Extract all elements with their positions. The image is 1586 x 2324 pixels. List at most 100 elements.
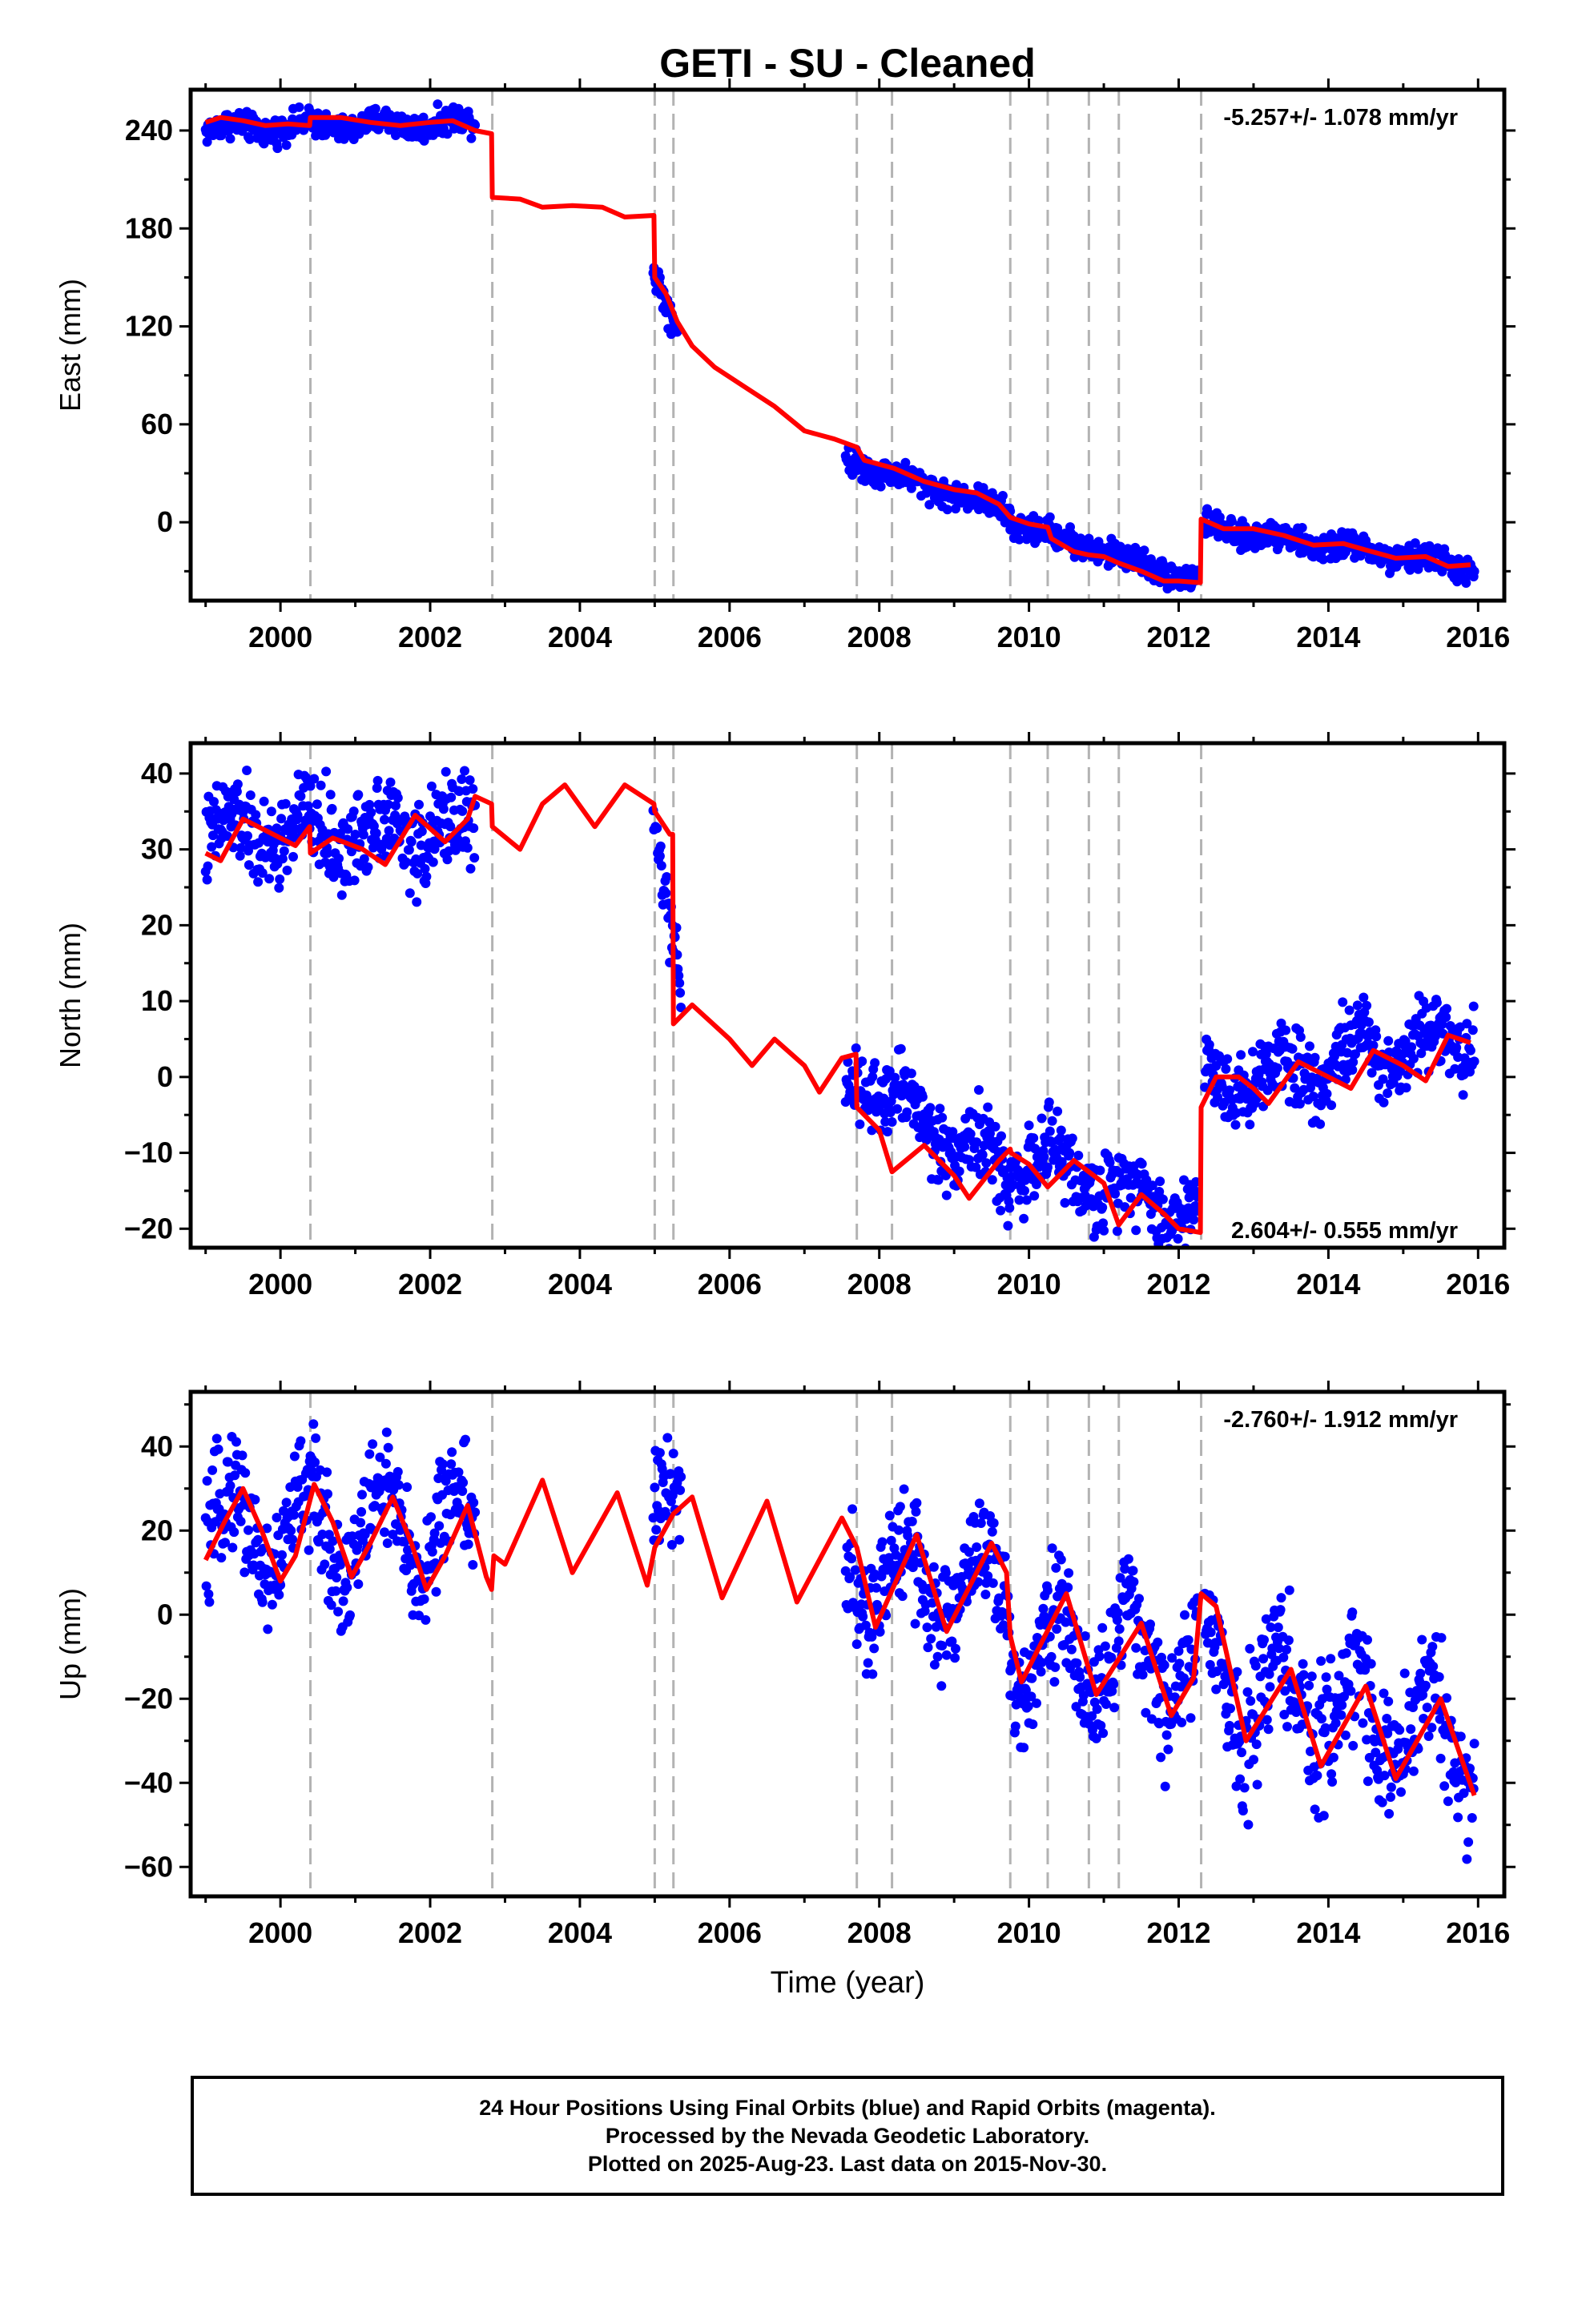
north-point	[954, 1166, 964, 1176]
up-point	[1064, 1568, 1074, 1578]
up-point	[1427, 1642, 1438, 1652]
east-point	[1318, 554, 1328, 565]
north-points	[200, 766, 1479, 1258]
north-ylabel: North (mm)	[54, 923, 87, 1068]
up-point	[867, 1669, 878, 1679]
north-point	[359, 854, 369, 864]
north-point	[1379, 1097, 1389, 1108]
north-point	[280, 798, 291, 809]
up-point	[322, 1467, 332, 1478]
up-point	[1019, 1743, 1029, 1753]
up-point	[1036, 1667, 1046, 1677]
north-point	[1338, 997, 1348, 1007]
up-point	[1263, 1724, 1274, 1735]
up-point	[203, 1589, 214, 1599]
north-point	[1029, 1191, 1040, 1201]
up-point	[414, 1610, 424, 1621]
north-point	[457, 774, 467, 784]
up-point	[463, 1539, 473, 1550]
up-point	[429, 1528, 440, 1538]
north-point	[257, 868, 268, 879]
up-point	[884, 1510, 895, 1521]
up-point	[368, 1439, 378, 1449]
north-point	[1348, 1057, 1359, 1068]
up-point	[1239, 1783, 1250, 1793]
up-point	[201, 1581, 211, 1591]
up-point	[1101, 1699, 1111, 1709]
north-point	[883, 1127, 892, 1137]
north-point	[674, 978, 685, 988]
north-point	[1159, 1248, 1169, 1258]
up-point	[253, 1534, 264, 1545]
north-point	[979, 1140, 989, 1151]
north-point	[1408, 1053, 1419, 1063]
north-point	[1021, 1195, 1032, 1205]
up-point	[1417, 1634, 1427, 1645]
up-point	[1061, 1617, 1071, 1627]
north-point	[207, 842, 217, 852]
figure-title: GETI - SU - Cleaned	[659, 41, 1036, 86]
north-point	[325, 790, 336, 800]
east-point	[1461, 578, 1471, 588]
north-xtick-label: 2010	[997, 1268, 1061, 1301]
up-point	[860, 1620, 871, 1630]
up-point	[1145, 1619, 1155, 1630]
east-point	[951, 504, 960, 514]
up-point	[1211, 1684, 1222, 1695]
north-point	[1097, 1202, 1108, 1212]
up-point	[1372, 1765, 1383, 1775]
east-point	[942, 505, 952, 515]
up-point	[1346, 1686, 1356, 1696]
north-point	[843, 1057, 853, 1068]
north-point	[1441, 1012, 1451, 1023]
north-point	[414, 799, 424, 810]
north-point	[277, 854, 288, 864]
up-point	[894, 1525, 904, 1535]
north-point	[259, 796, 269, 806]
up-point	[1306, 1747, 1315, 1756]
north-point	[1037, 1113, 1047, 1124]
up-point	[345, 1610, 355, 1620]
north-point	[1073, 1150, 1084, 1160]
up-point	[400, 1537, 410, 1547]
north-point	[1442, 1003, 1451, 1014]
up-point	[875, 1626, 885, 1637]
up-point	[1262, 1715, 1272, 1725]
north-point	[1055, 1133, 1065, 1144]
up-point	[1091, 1733, 1101, 1743]
north-point	[1378, 1074, 1388, 1084]
up-point	[1205, 1659, 1215, 1670]
up-point	[1106, 1652, 1117, 1663]
north-point	[1014, 1195, 1024, 1205]
east-xtick-label: 2008	[847, 621, 912, 653]
east-xtick-label: 2012	[1146, 621, 1210, 653]
up-point	[304, 1545, 314, 1555]
north-point	[312, 799, 322, 810]
north-point	[1053, 1106, 1063, 1116]
north-point	[412, 897, 422, 907]
up-point	[674, 1534, 685, 1545]
up-point	[1422, 1703, 1432, 1713]
up-point	[1418, 1690, 1428, 1700]
north-ticks	[179, 732, 1516, 1259]
east-point	[906, 483, 916, 493]
north-point	[1221, 1063, 1231, 1074]
north-point	[469, 823, 479, 834]
up-xtick-label: 2016	[1446, 1916, 1510, 1949]
up-point	[1395, 1725, 1405, 1735]
north-point	[1047, 1116, 1057, 1126]
up-point	[1231, 1781, 1242, 1791]
up-point	[446, 1459, 457, 1470]
north-point	[426, 781, 437, 791]
up-point	[886, 1535, 896, 1546]
up-ytick-label: 20	[141, 1514, 173, 1546]
north-point	[1211, 1061, 1222, 1071]
up-point	[1129, 1577, 1139, 1587]
north-point	[1310, 1052, 1320, 1063]
north-point	[1020, 1185, 1029, 1196]
up-point	[974, 1498, 984, 1509]
north-point	[208, 830, 218, 841]
north-point	[371, 828, 381, 838]
up-point	[1336, 1710, 1346, 1720]
up-point	[951, 1643, 960, 1654]
